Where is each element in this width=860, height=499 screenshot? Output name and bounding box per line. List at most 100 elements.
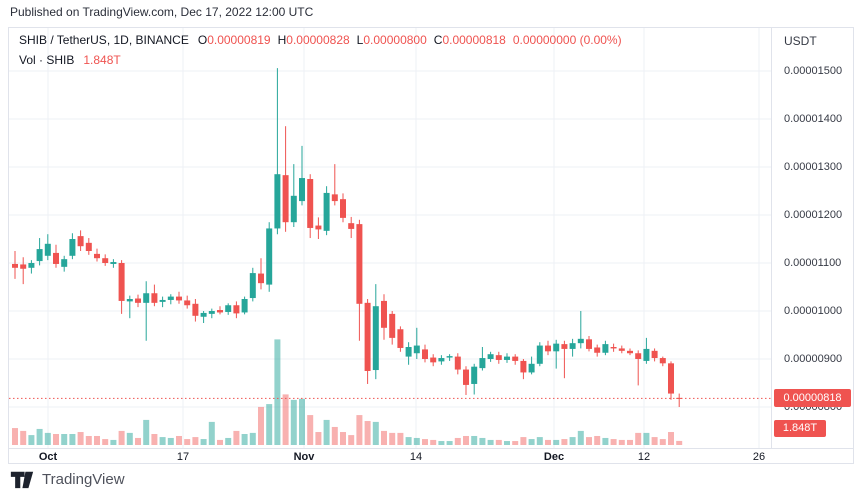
volume-bar <box>364 421 371 445</box>
volume-bar <box>430 439 437 445</box>
tradingview-logo-icon[interactable] <box>10 470 34 489</box>
candle-body <box>668 363 674 394</box>
candle-body <box>586 339 592 349</box>
candle-body <box>463 369 469 385</box>
candle-body <box>258 273 264 284</box>
candle-body <box>225 305 232 312</box>
candle-body <box>200 312 207 317</box>
ohlc-value: 0.00000819 <box>207 33 271 47</box>
volume-bar <box>20 430 27 445</box>
volume-bar <box>520 437 527 445</box>
price-tick-label: 0.00001500 <box>784 65 843 77</box>
candle-body <box>430 357 437 363</box>
volume-bar <box>307 415 314 445</box>
candle-body <box>61 259 68 267</box>
volume-bar <box>53 434 59 445</box>
candle-body <box>487 354 494 359</box>
time-tick-label: 26 <box>752 451 766 463</box>
volume-bar <box>266 404 273 445</box>
volume-bar <box>249 432 256 445</box>
volume-bar <box>561 439 568 445</box>
price-tick-label: 0.00001300 <box>784 161 843 173</box>
currency-label: USDT <box>784 34 817 48</box>
candle-body <box>561 344 568 349</box>
volume-bar <box>479 437 486 445</box>
ohlc-key: H <box>277 33 287 47</box>
ohlc-value: 0.00000800 <box>363 33 427 47</box>
candle-body <box>323 192 330 231</box>
volume-bar <box>184 439 191 445</box>
volume-bar <box>659 439 666 445</box>
volume-bar <box>495 439 502 445</box>
candle-body <box>176 296 182 301</box>
candle-body <box>422 349 428 359</box>
volume-bar <box>135 437 141 445</box>
volume-bar <box>241 434 248 445</box>
price-axis[interactable]: USDT 0.00001500 0.00001400 0.00001300 0.000… <box>771 28 853 448</box>
candle-body <box>594 347 601 353</box>
volume-bar <box>602 437 609 445</box>
time-tick-label: 17 <box>176 451 190 463</box>
volume-bar <box>454 437 461 445</box>
volume-bar <box>323 419 330 445</box>
volume-bar <box>627 439 633 445</box>
volume-bar <box>610 439 617 445</box>
volume-bar <box>217 439 223 445</box>
candle-body <box>340 199 346 218</box>
candle-body <box>446 356 453 358</box>
volume-bar <box>471 435 478 445</box>
candle-body <box>512 356 519 361</box>
candle-body <box>282 175 289 223</box>
volume-bar <box>651 437 658 445</box>
price-tick-label: 0.00001000 <box>784 305 843 317</box>
candle-body <box>266 228 273 285</box>
time-tick-label: Oct <box>38 451 58 463</box>
volume-bar <box>586 437 592 445</box>
candle-body <box>143 293 150 303</box>
candle-body <box>53 252 59 264</box>
candle-body <box>577 338 584 344</box>
candle-body <box>94 253 100 259</box>
volume-bar <box>192 437 199 445</box>
volume-bar <box>315 432 322 445</box>
change-value: 0.00000000 (0.00%) <box>512 33 622 47</box>
volume-bar <box>643 432 650 445</box>
tradingview-brand[interactable]: TradingView <box>42 471 125 488</box>
chart-canvas[interactable] <box>9 28 853 448</box>
volume-bar <box>413 437 420 445</box>
volume-bar <box>438 441 445 445</box>
time-tick-label: Nov <box>293 451 315 463</box>
candle-body <box>635 353 642 359</box>
volume-bar <box>618 439 625 445</box>
volume-bar <box>545 439 551 445</box>
candle-body <box>520 360 527 373</box>
ohlc-key: C <box>433 33 443 47</box>
tradingview-attribution[interactable]: TradingView <box>10 470 125 489</box>
volume-bar <box>69 434 76 445</box>
candle-body <box>536 345 543 364</box>
candle-body <box>528 363 535 373</box>
candle-body <box>208 311 215 314</box>
candle-body <box>151 293 158 303</box>
candle-body <box>77 236 84 247</box>
candle-body <box>44 243 51 256</box>
candle-body <box>233 305 240 314</box>
volume-bar <box>356 415 363 445</box>
volume-bar <box>389 432 396 445</box>
volume-bar <box>594 435 601 445</box>
volume-bar <box>36 428 43 445</box>
candle-body <box>331 194 338 202</box>
candle-body <box>413 345 420 354</box>
time-axis[interactable]: Oct 17 Nov 14 Dec 12 26 <box>9 448 853 463</box>
volume-bar <box>233 430 240 445</box>
time-tick-label: Dec <box>543 451 565 463</box>
candle-body <box>381 300 387 328</box>
volume-value: 1.848T <box>83 53 121 67</box>
candle-body <box>274 174 281 229</box>
ohlc-value: 0.00000818 <box>442 33 506 47</box>
volume-bar <box>405 437 412 445</box>
volume-bar <box>77 432 84 445</box>
volume-bar <box>504 441 510 445</box>
volume-bar <box>44 432 51 445</box>
